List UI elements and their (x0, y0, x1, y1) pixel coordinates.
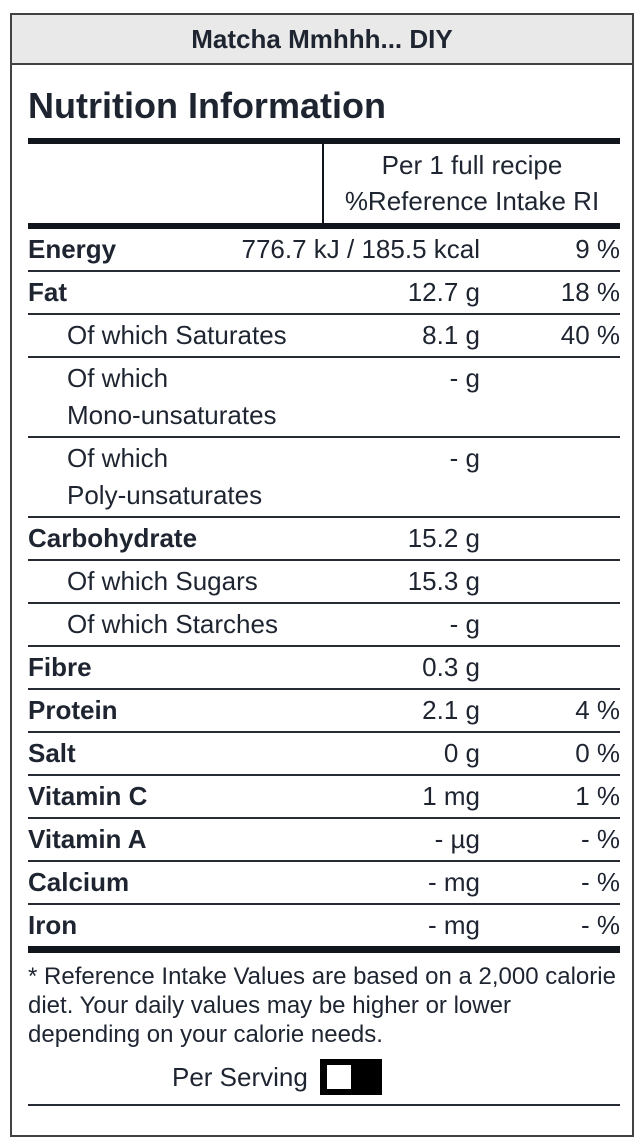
per-serving-label: Per Serving (172, 1061, 308, 1092)
nutrition-row-vitamin-c: Vitamin C 1 mg 1 % (28, 776, 620, 819)
per-recipe-column-header: Per 1 full recipe %Reference Intake RI (322, 144, 620, 223)
row-value: 15.3 g (407, 566, 480, 596)
row-label: Vitamin A (28, 824, 147, 854)
row-label: Iron (28, 910, 78, 940)
row-label: Protein (28, 695, 118, 725)
nutrition-row-sugars: Of which Sugars 15.3 g (28, 561, 620, 604)
row-value: 15.2 g (407, 523, 480, 553)
column-header-line1: Per 1 full recipe (381, 150, 563, 180)
page-title: Nutrition Information (28, 85, 386, 126)
row-value: 0.3 g (422, 652, 480, 682)
row-value: 0 g (443, 738, 480, 768)
per-serving-control: Per Serving (172, 1059, 620, 1095)
recipe-title: Matcha Mmhhh... DIY (191, 23, 453, 54)
row-value: 1 mg (422, 781, 480, 811)
nutrition-row-iron: Iron - mg - % (28, 905, 620, 946)
row-ri: 18 % (560, 277, 620, 307)
nutrition-row-carbohydrate: Carbohydrate 15.2 g (28, 518, 620, 561)
row-label: Of which Starches (67, 609, 278, 639)
nutrition-row-poly-unsaturates: Of which Poly-unsaturates - g (28, 438, 620, 518)
per-serving-toggle[interactable] (319, 1059, 382, 1095)
nutrition-row-energy: Energy 776.7 kJ / 185.5 kcal 9 % (28, 229, 620, 272)
reference-intake-footnote: * Reference Intake Values are based on a… (28, 963, 616, 1048)
row-label: Of which Mono-unsaturates (67, 363, 277, 430)
row-label: Fat (28, 277, 67, 307)
nutrition-row-mono-unsaturates: Of which Mono-unsaturates - g (28, 358, 620, 438)
row-ri: - % (581, 867, 620, 897)
row-ri: - % (581, 910, 620, 940)
row-ri: 40 % (560, 320, 620, 350)
nutrition-row-starches: Of which Starches - g (28, 604, 620, 647)
recipe-title-bar: Matcha Mmhhh... DIY (12, 15, 632, 65)
row-ri: 9 % (575, 234, 620, 264)
row-label: Of which Sugars (67, 566, 258, 596)
nutrition-rows: Energy 776.7 kJ / 185.5 kcal 9 % Fat 12.7 g 1… (28, 229, 620, 946)
row-value: 2.1 g (422, 695, 480, 725)
row-ri: 4 % (575, 695, 620, 725)
nutrition-row-calcium: Calcium - mg - % (28, 862, 620, 905)
row-label: Vitamin C (28, 781, 148, 811)
row-value: - mg (428, 867, 480, 897)
row-value: - g (449, 363, 480, 393)
row-value: - g (449, 443, 480, 473)
row-label: Energy (28, 234, 117, 264)
row-value: 776.7 kJ / 185.5 kcal (241, 234, 480, 264)
row-value: 8.1 g (422, 320, 480, 350)
row-label: Fibre (28, 652, 92, 682)
section-divider (28, 1104, 620, 1106)
column-header-line2: %Reference Intake RI (344, 186, 600, 216)
nutrition-label-card: Matcha Mmhhh... DIY Nutrition Informatio… (10, 13, 634, 1137)
nutrition-row-fibre: Fibre 0.3 g (28, 647, 620, 690)
row-label: Salt (28, 738, 76, 768)
table-bottom-rule (28, 946, 620, 953)
row-label: Of which Saturates (67, 320, 287, 350)
row-label: Carbohydrate (28, 523, 198, 553)
row-value: - µg (434, 824, 480, 854)
toggle-knob (323, 1062, 354, 1092)
row-value: 12.7 g (407, 277, 480, 307)
nutrition-row-salt: Salt 0 g 0 % (28, 733, 620, 776)
nutrition-row-saturates: Of which Saturates 8.1 g 40 % (28, 315, 620, 358)
label-content: Nutrition Information Per 1 full recipe … (12, 87, 632, 1106)
row-ri: 0 % (575, 738, 620, 768)
row-ri: 1 % (575, 781, 620, 811)
row-value: - g (449, 609, 480, 639)
column-header-spacer (28, 144, 322, 223)
row-value: - mg (428, 910, 480, 940)
row-ri: - % (581, 824, 620, 854)
table-column-header: Per 1 full recipe %Reference Intake RI (28, 138, 620, 229)
nutrition-row-vitamin-a: Vitamin A - µg - % (28, 819, 620, 862)
row-label: Calcium (28, 867, 130, 897)
row-label: Of which Poly-unsaturates (67, 443, 263, 510)
nutrition-row-fat: Fat 12.7 g 18 % (28, 272, 620, 315)
nutrition-row-protein: Protein 2.1 g 4 % (28, 690, 620, 733)
